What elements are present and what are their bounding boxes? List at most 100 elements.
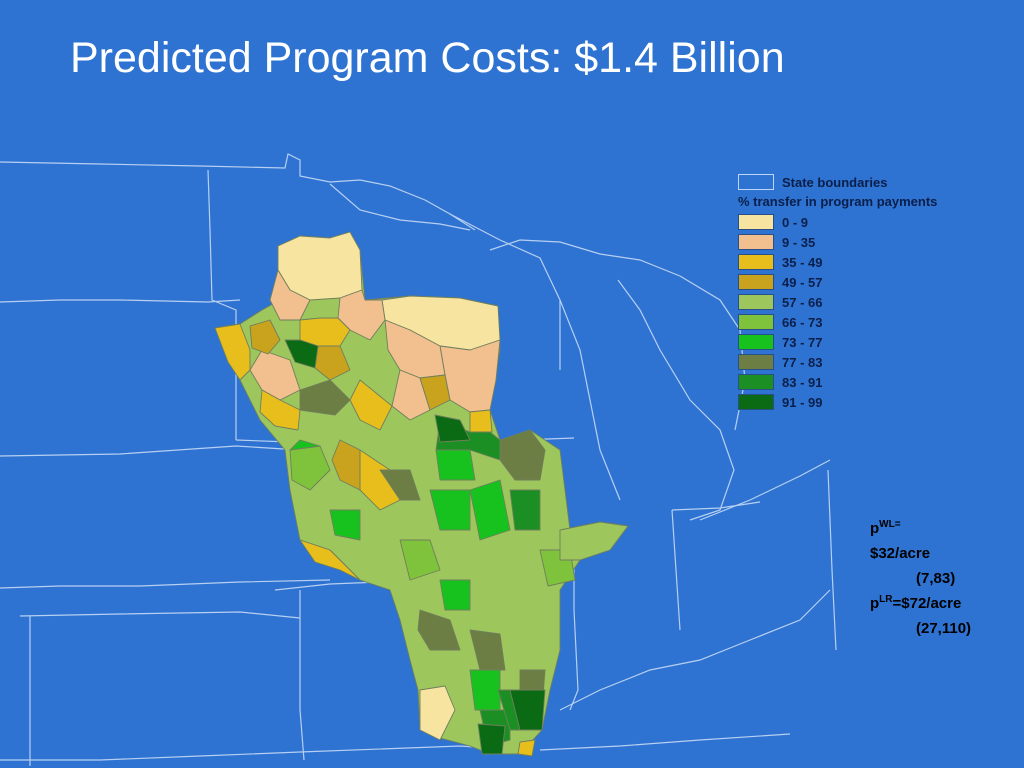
price-annotation: pWL= $32/acre (7,83) pLR=$72/acre (27,11… (870, 516, 1020, 641)
region-77-83-e (469, 629, 506, 671)
price-lr-line: pLR=$72/acre (870, 591, 1020, 616)
legend-label: 35 - 49 (782, 254, 823, 270)
legend-label: 57 - 66 (782, 294, 823, 310)
state-boundary-lake-superior (329, 183, 471, 231)
slide-title: Predicted Program Costs: $1.4 Billion (70, 34, 785, 82)
price-lr-value: =$72/acre (892, 595, 962, 612)
legend-swatch-state-boundaries (738, 174, 774, 190)
region-57-66-east (559, 521, 629, 561)
legend-label: 77 - 83 (782, 354, 823, 370)
legend-row: 77 - 83 (738, 352, 1018, 372)
region-77-83-g (284, 339, 319, 369)
legend-label: 49 - 57 (782, 274, 823, 290)
region-35-49-b (259, 389, 301, 431)
state-boundary-ohio-river (559, 589, 831, 711)
region-83-91-b (509, 489, 541, 531)
legend-swatch (738, 374, 774, 390)
price-wl-value: $32/acre (870, 545, 931, 562)
region-73-77-c (429, 489, 471, 531)
state-boundary-ks-mo (299, 590, 305, 761)
region-35-49-c (299, 317, 351, 347)
state-boundary-sd-ne (0, 445, 301, 457)
legend-swatch (738, 394, 774, 410)
state-boundary-lake-mi (559, 299, 621, 501)
legend-row: 73 - 77 (738, 332, 1018, 352)
region-73-77-a (289, 439, 321, 451)
state-boundary-mn-west (207, 169, 237, 440)
state-boundary-lake-huron (679, 275, 746, 431)
legend-row-state-boundaries: State boundaries (738, 172, 1018, 192)
state-boundary-oh-pa (827, 469, 837, 651)
legend-row: 91 - 99 (738, 392, 1018, 412)
legend-row: 83 - 91 (738, 372, 1018, 392)
state-boundary-oh-mi (671, 501, 761, 511)
region-35-49-g (469, 409, 493, 433)
region-91-99-b (509, 689, 546, 731)
state-boundary-wi-mi (449, 213, 561, 370)
legend-label: 73 - 77 (782, 334, 823, 350)
legend-label: 91 - 99 (782, 394, 823, 410)
region-9-35-f (391, 369, 431, 421)
state-boundary-mi-up (489, 239, 681, 277)
legend-swatch (738, 314, 774, 330)
state-boundary-ne-ks (0, 579, 331, 589)
legend-label: 0 - 9 (782, 214, 809, 230)
region-77-83-b (379, 469, 421, 501)
region-66-73-b (399, 539, 441, 581)
legend-swatch (738, 294, 774, 310)
region-49-57-c (331, 439, 361, 491)
state-boundary-mi-lower (617, 279, 735, 521)
state-boundary-in-oh (671, 509, 681, 631)
legend-subtitle: % transfer in program payments (738, 194, 938, 209)
price-lr-superscript: LR (879, 594, 893, 605)
region-35-49-e (299, 539, 361, 581)
map-legend: State boundaries % transfer in program p… (738, 172, 1018, 412)
legend-swatch (738, 214, 774, 230)
legend-row: 66 - 73 (738, 312, 1018, 332)
legend-row: 9 - 35 (738, 232, 1018, 252)
legend-swatch (738, 354, 774, 370)
legend-swatch (738, 274, 774, 290)
region-0-9-south (419, 685, 456, 741)
legend-label: 66 - 73 (782, 314, 823, 330)
legend-row: 49 - 57 (738, 272, 1018, 292)
region-73-77-f (469, 669, 501, 711)
legend-label: 9 - 35 (782, 234, 816, 250)
legend-swatch (738, 334, 774, 350)
state-boundary-ks-ok (19, 611, 301, 619)
price-lr-range: (27,110) (916, 620, 972, 637)
state-boundaries (0, 153, 837, 766)
region-49-57-a (249, 319, 281, 355)
price-wl-symbol: p (870, 520, 880, 537)
price-wl-line: pWL= (870, 516, 1020, 541)
legend-label: 83 - 91 (782, 374, 823, 390)
watershed-regions (214, 231, 629, 757)
watershed-map (0, 153, 837, 766)
region-73-77-e (439, 579, 471, 611)
region-73-77-d (469, 479, 511, 541)
legend-label-state-boundaries: State boundaries (782, 174, 888, 190)
legend-swatch (738, 254, 774, 270)
legend-row: 35 - 49 (738, 252, 1018, 272)
state-boundary-mo-ar (0, 745, 491, 761)
region-49-57-d (419, 374, 451, 411)
legend-row: 0 - 9 (738, 212, 1018, 232)
region-73-77-g (329, 509, 361, 541)
legend-row: 57 - 66 (738, 292, 1018, 312)
region-73-77-b (435, 449, 476, 481)
state-boundary-il-in (569, 530, 579, 711)
legend-bins: 0 - 9 9 - 35 35 - 49 49 - 57 57 - 66 66 … (738, 212, 1018, 412)
region-91-99-a (434, 414, 471, 443)
region-35-49-d (349, 379, 393, 431)
state-boundary-canada (0, 153, 476, 231)
region-91-99-c (477, 723, 506, 755)
region-35-49-south (517, 739, 536, 757)
state-boundary-nd-sd (0, 299, 241, 303)
state-boundary-lake-erie (699, 459, 831, 521)
region-77-83-a (299, 379, 351, 416)
price-wl-superscript: WL= (879, 519, 901, 530)
region-35-49-a (214, 323, 251, 381)
region-77-83-d (417, 609, 461, 651)
legend-swatch (738, 234, 774, 250)
state-boundary-ky-tn (539, 733, 791, 751)
